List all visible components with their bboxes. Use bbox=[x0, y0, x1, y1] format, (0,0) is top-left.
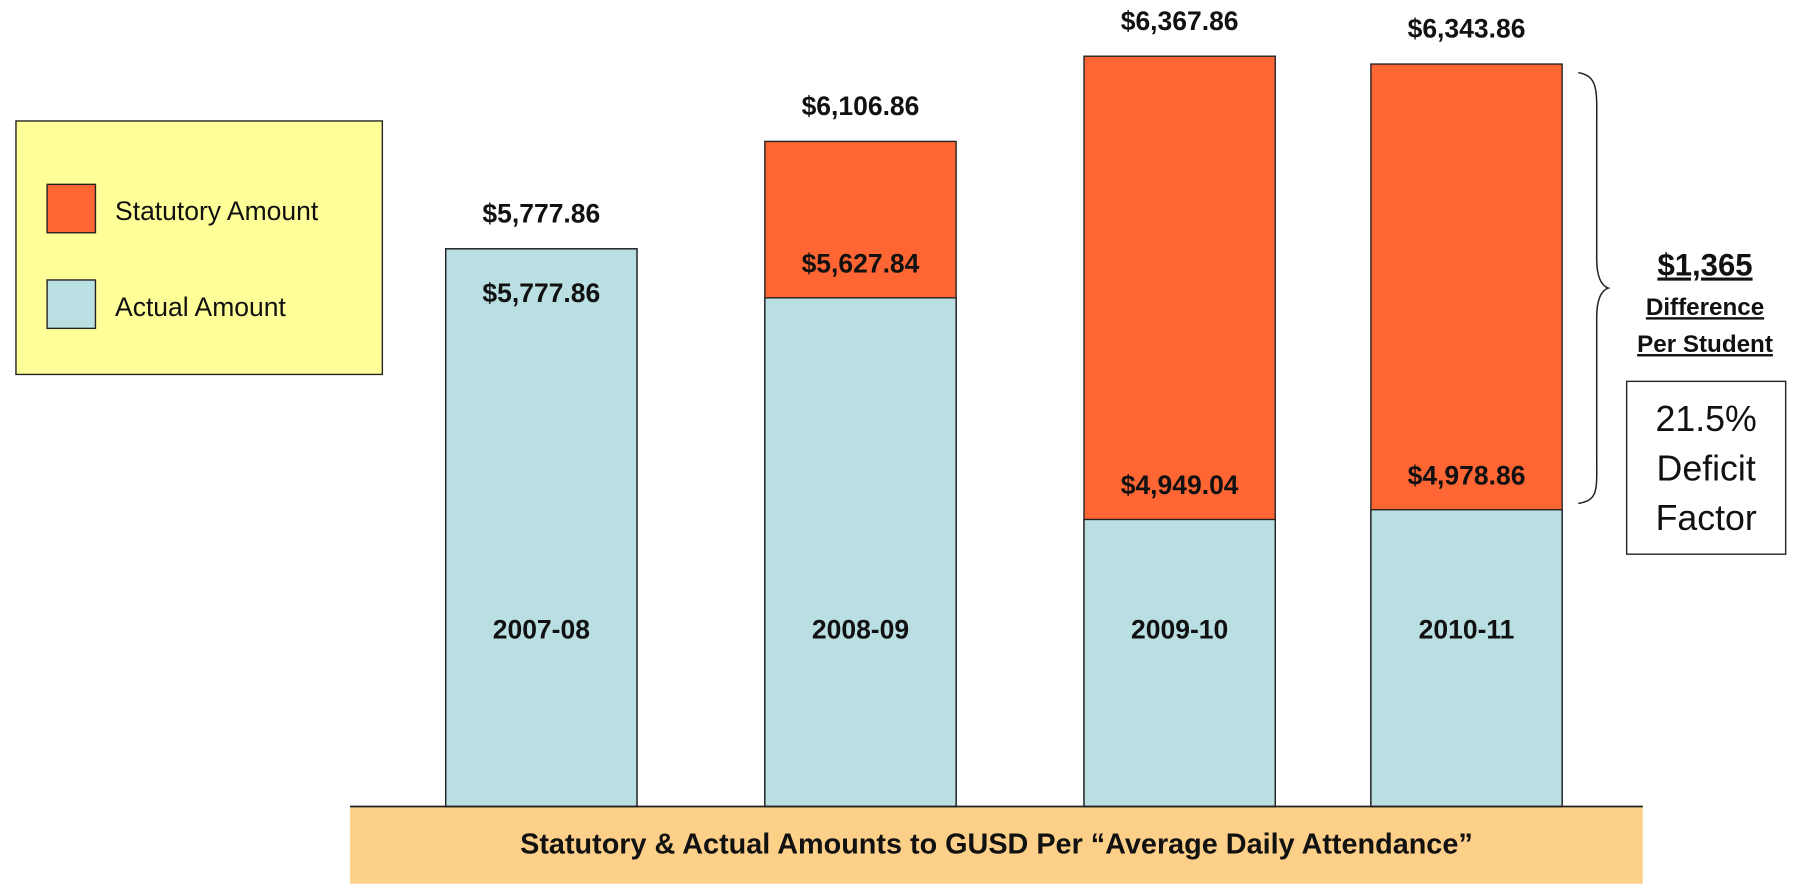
value-label: $5,627.84 bbox=[802, 249, 920, 279]
bar bbox=[445, 248, 638, 808]
value-label: $6,367.86 bbox=[1121, 6, 1239, 36]
difference-text: Per Student bbox=[1637, 331, 1773, 358]
x-tick-label: 2007-08 bbox=[493, 614, 590, 644]
value-label: $6,343.86 bbox=[1408, 14, 1526, 44]
value-label: $4,978.86 bbox=[1408, 460, 1526, 490]
value-label: $5,777.86 bbox=[482, 278, 600, 308]
deficit-text: 21.5% bbox=[1656, 399, 1757, 439]
bar bbox=[1370, 509, 1563, 808]
legend-swatch bbox=[46, 183, 97, 234]
difference-text: Difference bbox=[1646, 294, 1764, 321]
title-band bbox=[350, 806, 1643, 884]
deficit-text: Deficit bbox=[1657, 449, 1756, 489]
legend-label: Actual Amount bbox=[115, 292, 286, 322]
x-tick-label: 2010-11 bbox=[1419, 614, 1515, 644]
bar bbox=[764, 297, 957, 808]
brace bbox=[1578, 71, 1611, 505]
x-tick-label: 2008-09 bbox=[812, 614, 909, 644]
value-label: $4,949.04 bbox=[1121, 470, 1239, 500]
chart-title: Statutory & Actual Amounts to GUSD Per “… bbox=[520, 828, 1473, 860]
legend-swatch bbox=[46, 279, 97, 330]
legend-box bbox=[15, 120, 384, 376]
deficit-box bbox=[1625, 380, 1787, 555]
bar bbox=[1083, 518, 1276, 808]
difference-amount: $1,365 bbox=[1657, 248, 1752, 283]
value-label: $5,777.86 bbox=[482, 198, 600, 228]
x-tick-label: 2009-10 bbox=[1131, 614, 1228, 644]
deficit-text: Factor bbox=[1656, 498, 1757, 538]
value-label: $6,106.86 bbox=[802, 91, 920, 121]
legend-label: Statutory Amount bbox=[115, 196, 319, 226]
